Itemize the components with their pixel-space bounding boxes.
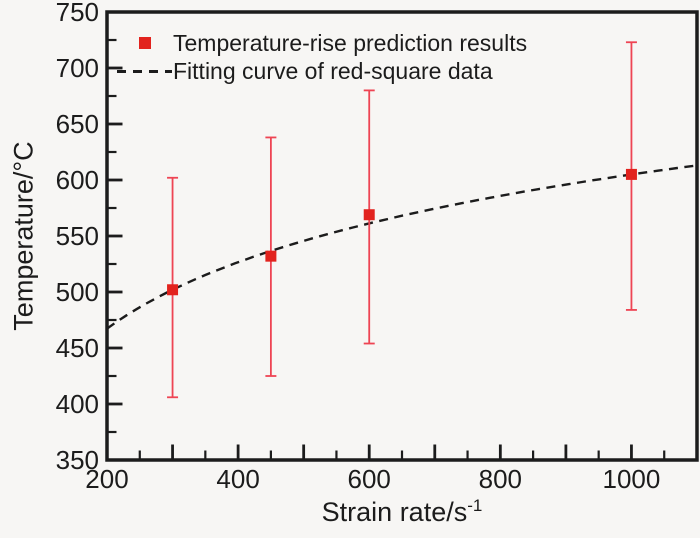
- y-tick-label: 550: [56, 221, 99, 251]
- y-tick-label: 650: [56, 109, 99, 139]
- x-tick-label: 600: [348, 464, 391, 494]
- x-axis-title-superscript: -1: [467, 496, 483, 515]
- data-point-marker: [265, 250, 277, 262]
- red-square-marker-icon: [116, 37, 173, 49]
- x-tick-label: 1000: [603, 464, 661, 494]
- y-tick-label: 350: [56, 445, 99, 475]
- y-tick-label: 600: [56, 165, 99, 195]
- fit-curve: [106, 164, 698, 330]
- x-tick-label: 200: [85, 464, 128, 494]
- dashed-line-icon: [116, 69, 173, 73]
- y-axis-title: Temperature/°C: [8, 141, 39, 331]
- y-tick-label: 400: [56, 389, 99, 419]
- data-point-marker: [167, 284, 179, 296]
- x-tick-label: 400: [216, 464, 259, 494]
- legend-item-fit: Fitting curve of red-square data: [116, 57, 527, 85]
- legend-item-prediction: Temperature-rise prediction results: [116, 29, 527, 57]
- data-point-marker: [363, 209, 375, 221]
- y-tick-label: 500: [56, 277, 99, 307]
- data-point-marker: [625, 168, 637, 180]
- y-tick-label: 450: [56, 333, 99, 363]
- y-tick-label: 750: [56, 0, 99, 27]
- x-axis-title: Strain rate/s-1: [321, 496, 483, 527]
- y-tick-label: 700: [56, 53, 99, 83]
- legend: Temperature-rise prediction results Fitt…: [116, 29, 527, 85]
- legend-label-fit: Fitting curve of red-square data: [173, 58, 493, 84]
- legend-label-prediction: Temperature-rise prediction results: [173, 30, 528, 56]
- plot-frame: [105, 10, 699, 462]
- x-tick-label: 800: [479, 464, 522, 494]
